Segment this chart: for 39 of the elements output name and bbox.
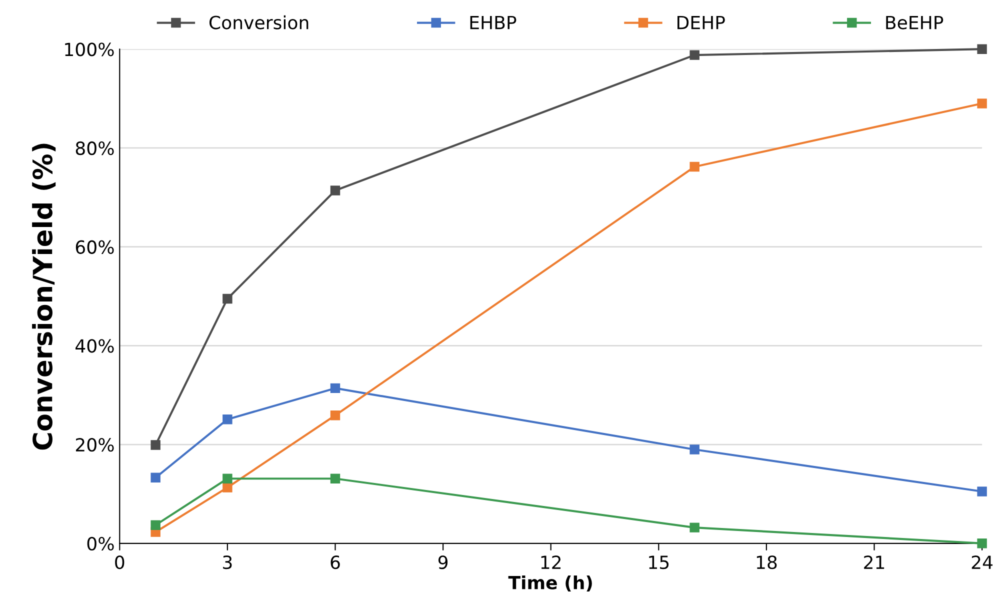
x-tick-label: 21 <box>864 556 884 569</box>
point <box>222 414 232 424</box>
y-tick-label: 100% <box>65 42 114 56</box>
y-tick-label: 80% <box>76 141 114 156</box>
point <box>330 383 340 394</box>
legend-label: EHBP <box>470 16 516 30</box>
legend-label: Conversion <box>209 15 308 30</box>
x-tick-label: 3 <box>223 556 232 570</box>
point <box>977 44 987 54</box>
x-tick-label: 9 <box>438 556 448 570</box>
y-axis-title: Conversion/Yield (%) <box>32 144 56 450</box>
x-axis-title: Time (h) <box>508 575 592 592</box>
point <box>977 98 987 108</box>
x-tick-label: 0 <box>115 556 124 570</box>
point <box>150 520 160 530</box>
point <box>690 50 700 60</box>
y-tick-label: 20% <box>76 438 114 452</box>
legend-label: BeEHP <box>886 16 944 30</box>
point <box>150 440 160 450</box>
point <box>222 482 232 492</box>
x-tick-label: 15 <box>649 556 669 570</box>
point <box>690 522 700 532</box>
x-tick-label: 18 <box>756 556 777 570</box>
y-tick-label: 60% <box>76 240 114 254</box>
point <box>690 162 700 172</box>
point <box>222 294 232 304</box>
x-tick-label: 12 <box>541 556 561 569</box>
point <box>690 444 700 454</box>
point <box>222 474 232 484</box>
point <box>330 474 340 484</box>
y-tick-label: 40% <box>76 339 114 353</box>
point <box>977 486 987 496</box>
legend-label: DEHP <box>678 16 725 30</box>
x-tick-label: 6 <box>330 556 340 570</box>
point <box>330 186 340 196</box>
point <box>150 472 160 483</box>
point <box>330 410 340 420</box>
y-tick-label: 0% <box>87 536 114 551</box>
x-tick-label: 24 <box>972 556 993 569</box>
